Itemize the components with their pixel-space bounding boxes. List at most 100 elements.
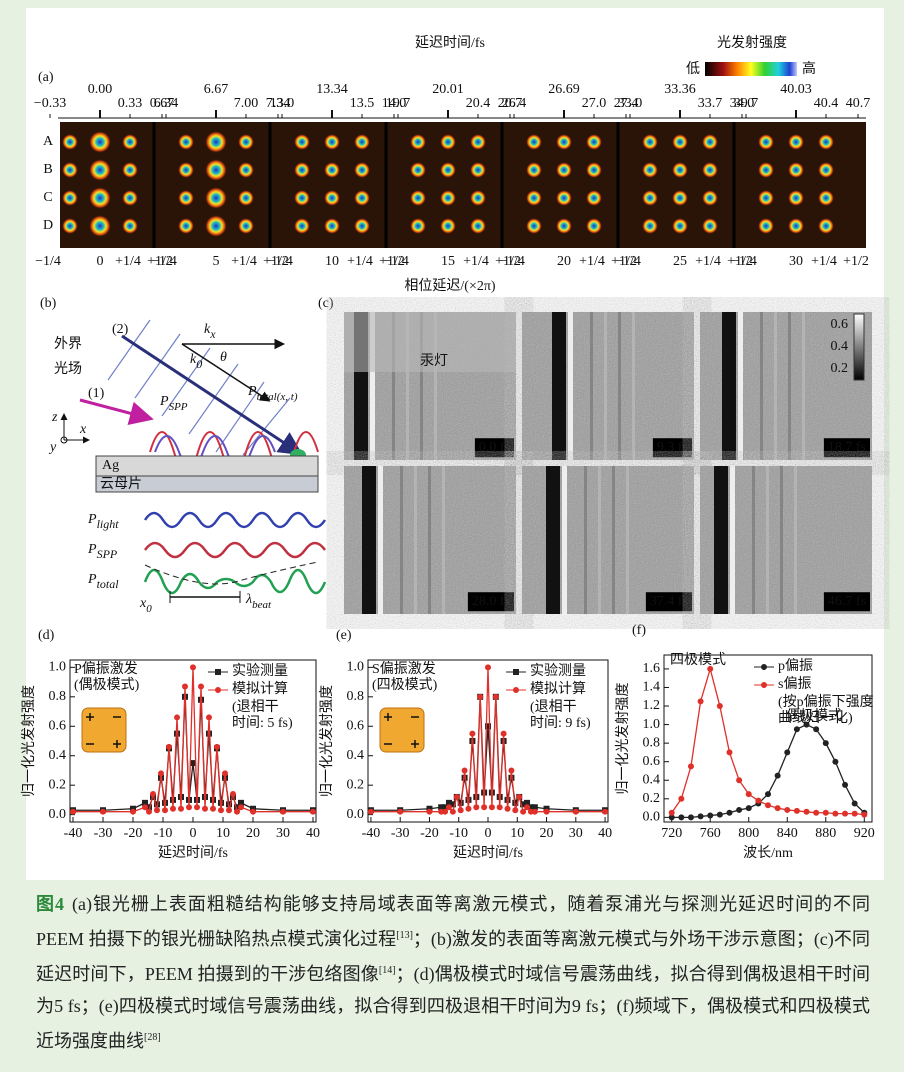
symbol: P [247, 384, 257, 399]
marker [166, 744, 172, 750]
beam-label: (2) [112, 322, 129, 337]
marker [198, 684, 204, 690]
marker [726, 749, 732, 755]
panel-label: (f) [632, 623, 646, 638]
hot-spot [470, 162, 486, 178]
delay-label: 26.69 [548, 82, 580, 97]
legend-marker [761, 664, 767, 670]
hot-spot [410, 162, 426, 178]
hot-spot [324, 134, 340, 150]
phase-label: +1/4 [347, 254, 373, 269]
hot-spot [122, 162, 138, 178]
marker [842, 811, 848, 817]
marker [158, 770, 164, 776]
bright-band [562, 466, 567, 614]
y-tick-label: 0.6 [347, 718, 365, 733]
delay-tick-label: 20.4 [466, 96, 491, 111]
phase-label: +1/4 [115, 254, 141, 269]
y-tick-label: 0.2 [49, 777, 67, 792]
delay-tick-label: −0.33 [34, 96, 66, 111]
hot-spot [62, 134, 78, 150]
subscript: 0 [196, 357, 202, 371]
hot-spot [205, 131, 227, 153]
marker [226, 807, 232, 813]
marker [462, 767, 468, 773]
x-tick-label: -10 [449, 826, 468, 841]
hot-spot [586, 134, 602, 150]
hot-spot [294, 162, 310, 178]
marker [250, 809, 256, 815]
marker [218, 807, 224, 813]
hot-spot [672, 190, 688, 206]
marker [70, 809, 76, 815]
fringe [442, 466, 445, 614]
phase-label: 5 [213, 254, 220, 269]
hot-spot [702, 218, 718, 234]
y-axis-label: 归一化光发射强度 [20, 685, 37, 797]
time-label: 18.7 fs [828, 440, 866, 455]
x-tick-label: 10 [510, 826, 524, 841]
hot-spot [410, 134, 426, 150]
marker [489, 804, 495, 810]
axis-title: 相位延迟/(×2π) [404, 278, 496, 294]
marker [717, 812, 723, 818]
bright-band [738, 312, 743, 460]
hot-spot [294, 134, 310, 150]
x-axis-label: 延迟时间/fs [158, 845, 228, 861]
subscript: beat [252, 599, 272, 611]
marker [170, 806, 176, 812]
hot-spot [470, 190, 486, 206]
y-tick-label: 1.4 [643, 680, 661, 695]
delay-tick-label: 33.0 [618, 96, 643, 111]
delay-tick-label: 6.34 [154, 96, 179, 111]
hot-spot [672, 218, 688, 234]
phase-label: −1/4 [731, 254, 757, 269]
y-tick-label: 0.2 [643, 791, 661, 806]
row-label: B [43, 162, 52, 177]
hot-spot [62, 218, 78, 234]
hot-spot [324, 162, 340, 178]
subscript: total(x, t) [257, 391, 298, 403]
phase-label: +1/4 [231, 254, 257, 269]
colorbar [854, 314, 864, 380]
mode-icon [380, 708, 424, 752]
hot-spot [526, 162, 542, 178]
hot-spot [178, 162, 194, 178]
marker [280, 809, 286, 815]
hot-spot [642, 162, 658, 178]
time-label: 9.3 fs [657, 440, 688, 455]
marker [505, 806, 511, 812]
marker [469, 731, 475, 737]
marker [473, 804, 479, 810]
figure: (a)延迟时间/fs光发射强度低高ABCD0.00−0.330.330.67−1… [0, 0, 904, 880]
row-label: C [43, 190, 52, 205]
phase-label: 20 [557, 254, 571, 269]
marker [477, 694, 483, 700]
hot-spot [440, 134, 456, 150]
fringe [774, 312, 777, 460]
hot-spot [62, 190, 78, 206]
hot-spot [556, 190, 572, 206]
hot-spot [122, 190, 138, 206]
marker [784, 807, 790, 813]
y-tick-label: 0.4 [347, 748, 365, 763]
delay-tick-label: 7.00 [234, 96, 259, 111]
x-tick-label: 920 [854, 826, 875, 841]
metal-label: Ag [102, 458, 119, 473]
hot-spot [556, 162, 572, 178]
time-label: 37.4 fs [650, 594, 688, 609]
marker [775, 805, 781, 811]
symbol: λ [245, 592, 252, 607]
x-tick-label: -10 [154, 826, 173, 841]
marker [678, 796, 684, 802]
marker [178, 806, 184, 812]
hot-spot [642, 190, 658, 206]
hot-spot [178, 218, 194, 234]
fringe [780, 466, 783, 614]
legend-label: p偏振 [778, 658, 813, 674]
phase-label: 15 [441, 254, 455, 269]
delay-tick-label: 40.4 [814, 96, 839, 111]
marker [765, 802, 771, 808]
legend-note: (按p偏振下强度 [778, 694, 874, 710]
axis-label: x [79, 422, 87, 437]
